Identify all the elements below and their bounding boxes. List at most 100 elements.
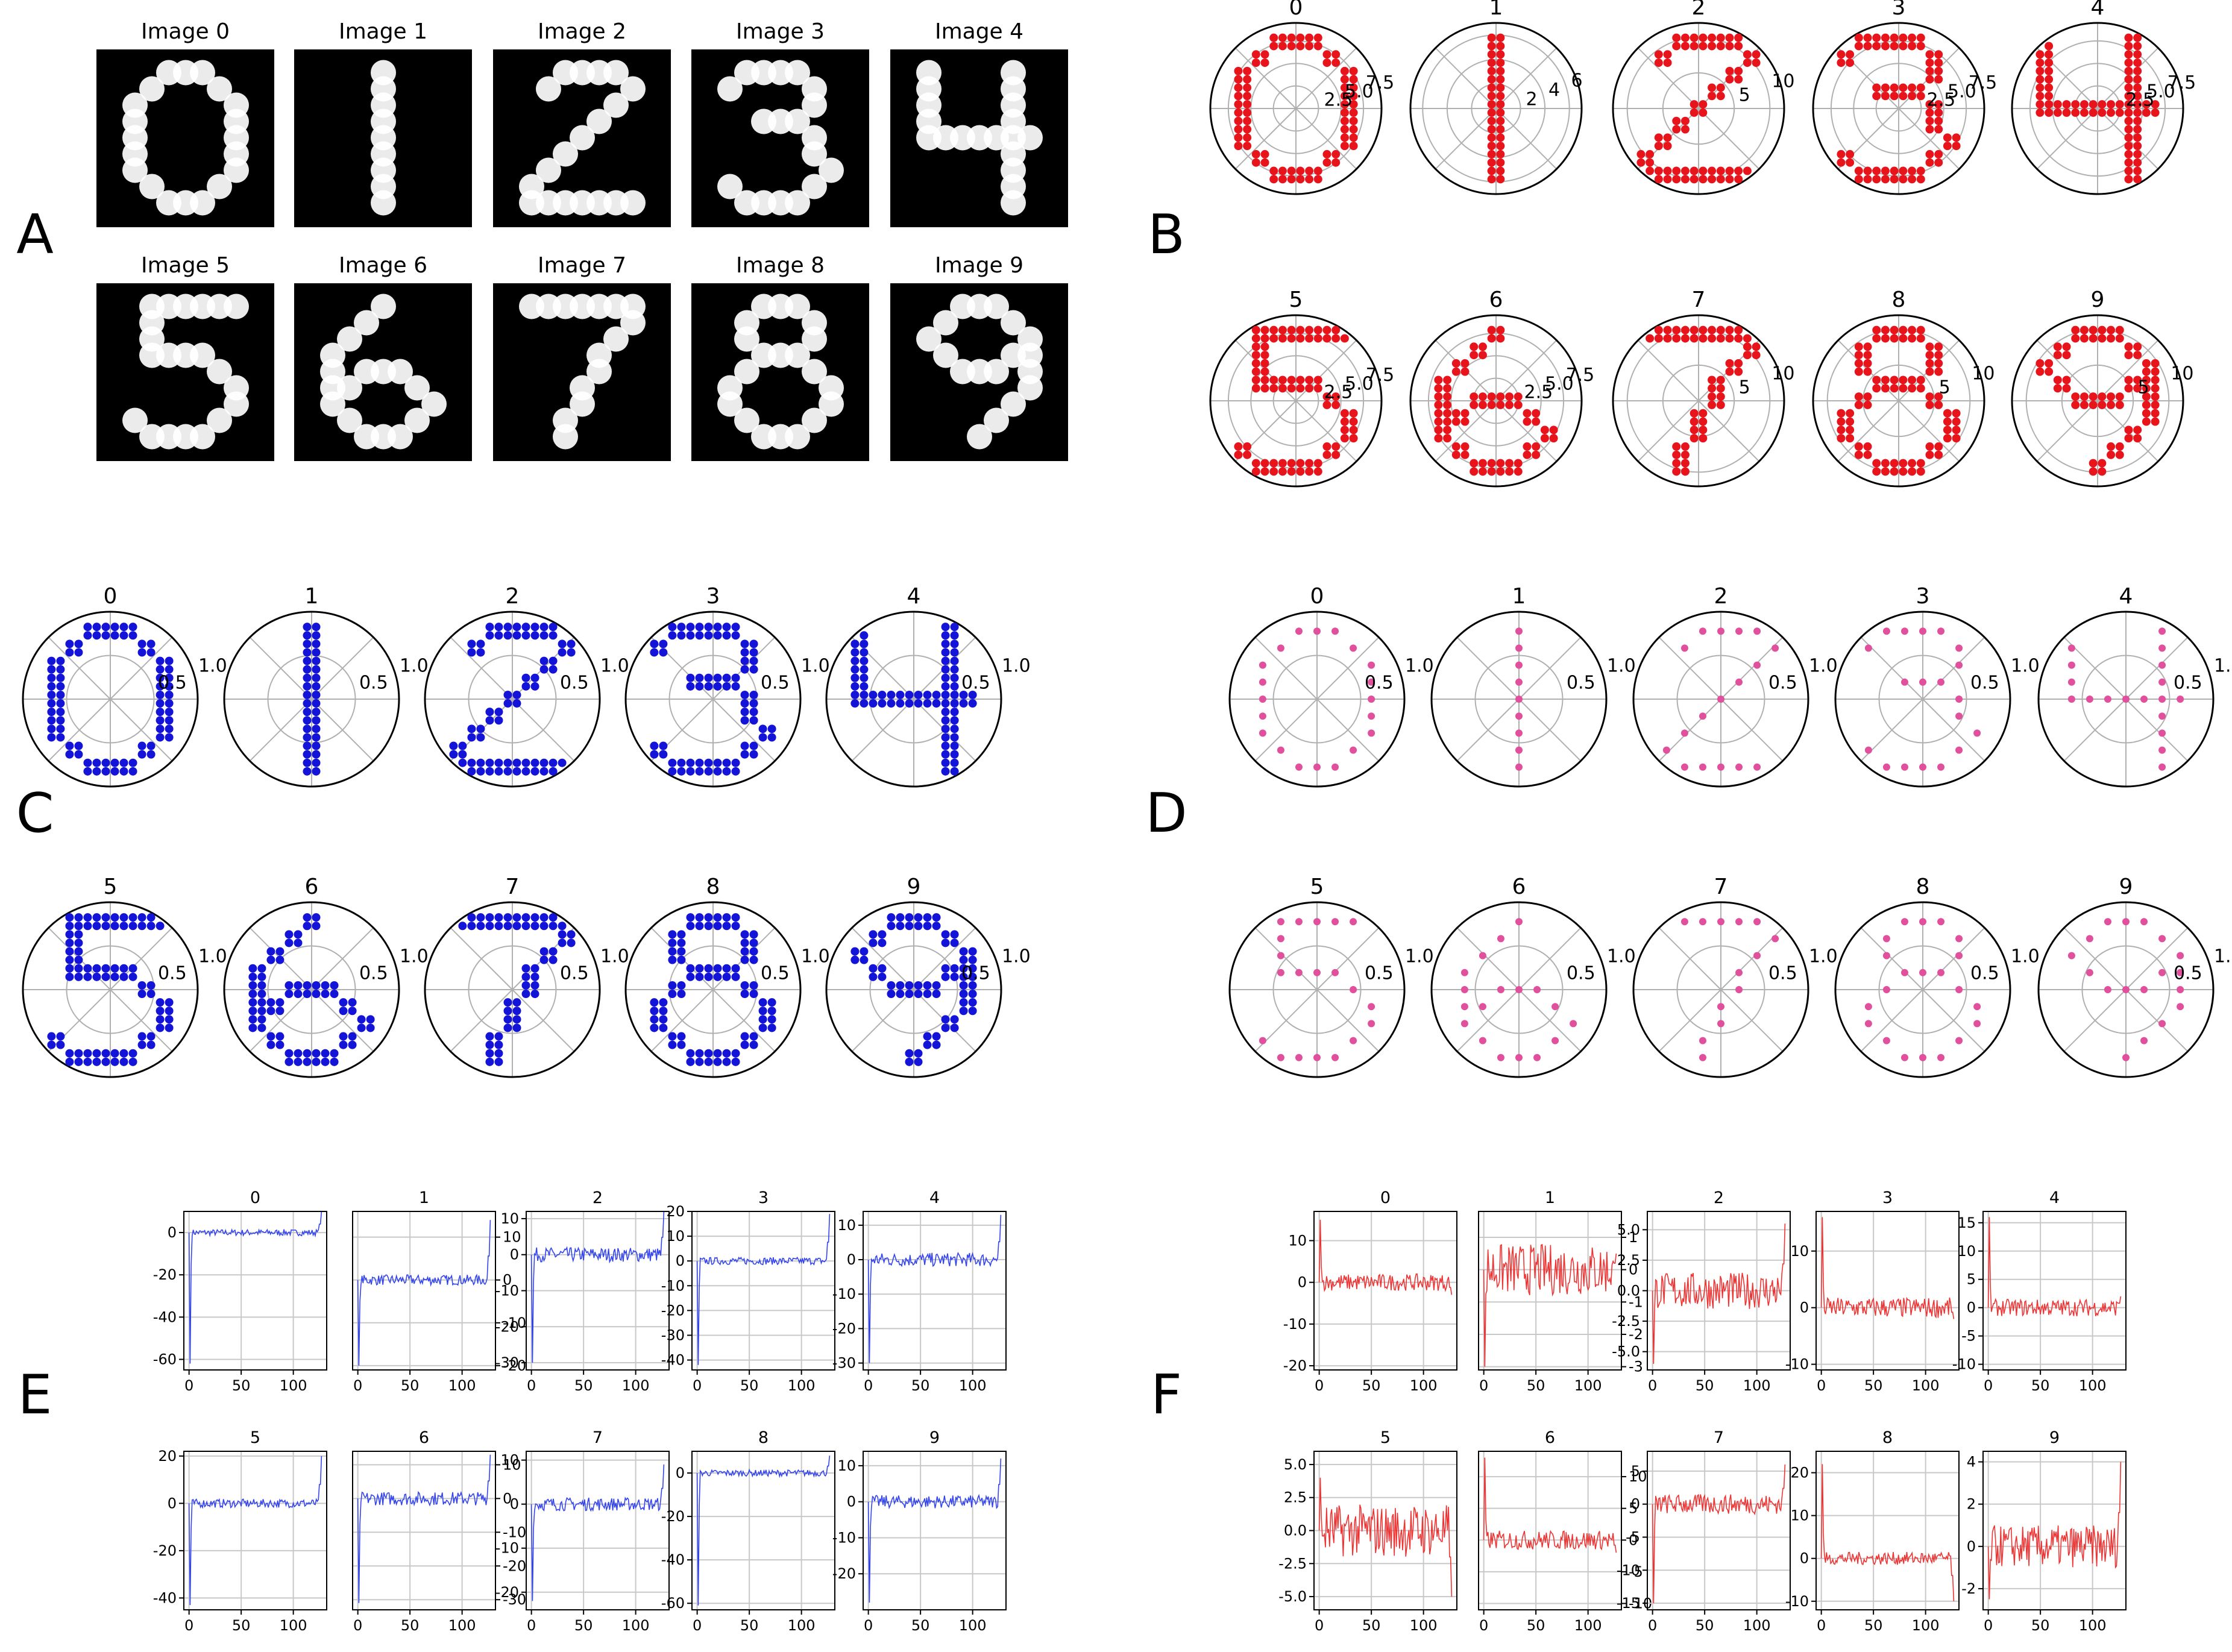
data-point [887, 690, 896, 699]
data-point [303, 758, 312, 767]
data-point [1523, 450, 1532, 459]
polar-frame [22, 611, 199, 788]
data-point [1243, 142, 1252, 151]
polar-frame [1209, 314, 1383, 488]
data-point [257, 1007, 266, 1016]
radial-tick-label: 0.5 [1970, 963, 1999, 984]
data-point [1313, 175, 1322, 184]
data-point [740, 947, 749, 956]
data-point [1243, 100, 1252, 109]
data-point [932, 922, 941, 931]
data-point [275, 1032, 285, 1041]
image-title: Image 9 [935, 253, 1023, 278]
data-point [695, 623, 704, 632]
data-point [941, 708, 950, 717]
data-point [1322, 158, 1331, 167]
data-point [1680, 125, 1690, 134]
data-point [1690, 325, 1699, 334]
data-point [1340, 108, 1349, 117]
polar-spoke [1922, 699, 1985, 762]
data-point [1269, 384, 1278, 393]
x-tick-label: 100 [448, 1377, 476, 1394]
data-point [1752, 58, 1761, 68]
data-point [869, 690, 878, 699]
radial-tick-label: 5 [1939, 377, 1951, 398]
digit-stroke-pixel [553, 424, 578, 450]
data-point [257, 998, 266, 1007]
y-tick-label: 0 [510, 1496, 519, 1513]
data-point [2151, 392, 2160, 401]
data-point [2142, 100, 2151, 109]
polar-frame [1612, 314, 1785, 488]
data-point [92, 922, 101, 931]
data-point [1269, 467, 1278, 476]
digit-stroke-pixel [122, 407, 148, 433]
data-point [312, 682, 321, 691]
data-point [1716, 42, 1725, 51]
data-point [275, 1007, 285, 1016]
data-point [1451, 409, 1460, 418]
data-point [312, 741, 321, 750]
data-point [74, 964, 83, 973]
data-point [659, 639, 668, 649]
polar-spoke [1495, 400, 1558, 462]
data-point [2124, 342, 2133, 351]
data-point [2124, 384, 2133, 393]
data-point [165, 673, 174, 682]
data-point [1305, 384, 1314, 393]
data-point [1251, 158, 1260, 167]
data-point [2080, 334, 2089, 343]
data-point [1708, 92, 1717, 101]
data-point [740, 981, 749, 990]
data-point [339, 1040, 348, 1049]
data-point [2133, 75, 2142, 84]
data-point [968, 990, 977, 999]
data-point [257, 981, 266, 990]
data-point [1919, 678, 1926, 686]
data-point [165, 733, 174, 742]
data-point [1925, 158, 1934, 167]
polar-subplot-3: 30.51.0 [624, 584, 830, 788]
data-point [146, 750, 156, 759]
data-point [968, 955, 977, 964]
data-point [2133, 58, 2142, 68]
x-tick-label: 0 [184, 1377, 193, 1394]
data-point [1854, 342, 1863, 351]
data-point [1636, 158, 1646, 167]
data-point [1934, 351, 1943, 360]
data-point [303, 1049, 312, 1058]
data-point [1952, 426, 1961, 435]
y-tick-label: -20 [153, 1266, 177, 1283]
data-point [1882, 935, 1890, 943]
data-point [1943, 133, 1952, 142]
data-point [521, 673, 530, 682]
polar-spoke [1456, 927, 1520, 990]
data-point [2151, 108, 2160, 117]
data-point [677, 1040, 686, 1049]
data-point [1287, 467, 1296, 476]
data-point [1496, 158, 1505, 167]
data-point [749, 981, 758, 990]
data-point [1680, 116, 1690, 125]
data-point [1654, 166, 1663, 175]
data-point [767, 1007, 776, 1016]
data-point [1925, 125, 1934, 134]
data-point [1663, 334, 1672, 343]
data-point [65, 922, 74, 931]
data-point [1725, 359, 1734, 368]
polar-spoke [1316, 927, 1380, 990]
data-point [731, 964, 740, 973]
data-point [248, 964, 257, 973]
data-point [521, 623, 530, 632]
image-title: Image 4 [935, 19, 1023, 44]
polar-subplot-8: 80.51.0 [1834, 875, 2040, 1078]
data-point [1925, 400, 1934, 409]
data-point [1296, 334, 1305, 343]
x-tick-label: 0 [353, 1377, 362, 1394]
data-point [1350, 918, 1357, 926]
data-point [165, 690, 174, 699]
data-point [1259, 661, 1266, 669]
